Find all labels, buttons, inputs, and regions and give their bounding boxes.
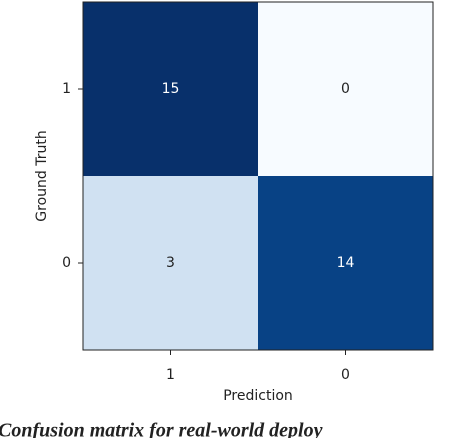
heatmap-cell xyxy=(258,176,433,350)
caption: Confusion matrix for real-world deploy xyxy=(0,420,323,438)
heatmap-cell xyxy=(83,2,258,176)
cell-label: 15 xyxy=(162,81,180,97)
plot-frame xyxy=(82,1,434,351)
cell-label: 3 xyxy=(166,255,175,271)
cell-label: 14 xyxy=(337,255,355,271)
y-tick-label: 0 xyxy=(62,255,71,271)
y-axis-label: Ground Truth xyxy=(34,130,50,221)
y-tick-label: 1 xyxy=(62,81,71,97)
x-tick-label: 0 xyxy=(341,367,350,383)
cell-label: 0 xyxy=(341,81,350,97)
heatmap-cell xyxy=(258,2,433,176)
heatmap-cell xyxy=(83,176,258,350)
x-axis-label: Prediction xyxy=(223,388,293,404)
x-tick-label: 1 xyxy=(166,367,175,383)
